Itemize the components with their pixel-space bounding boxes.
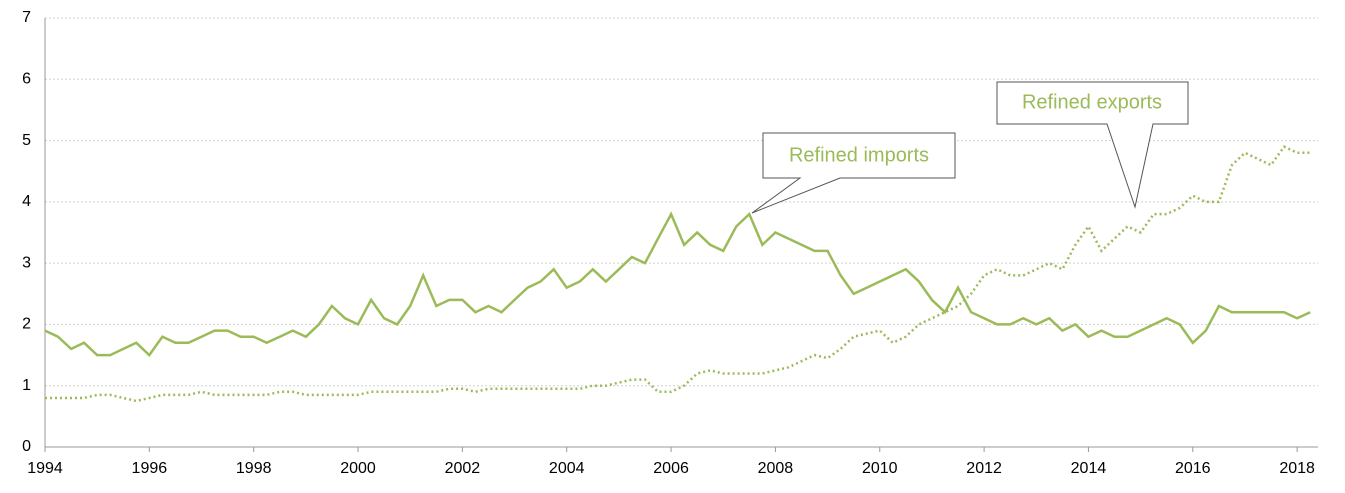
x-tick-label: 2016 <box>1175 460 1211 477</box>
line-series <box>45 145 1311 403</box>
y-tick-label: 5 <box>22 132 31 149</box>
x-tick-label: 1994 <box>27 460 63 477</box>
y-tick-label: 7 <box>22 9 31 26</box>
y-tick-label: 1 <box>22 377 31 394</box>
x-tick-label: 1998 <box>236 460 272 477</box>
callout-exports: Refined exports <box>996 81 1189 209</box>
y-tick-label: 6 <box>22 71 31 88</box>
x-tick-label: 2008 <box>758 460 794 477</box>
callout-box <box>751 132 956 214</box>
x-tick-label: 2002 <box>445 460 481 477</box>
x-tick-label: 2012 <box>966 460 1002 477</box>
callout-imports: Refined imports <box>751 132 956 214</box>
line-series <box>44 211 1311 357</box>
x-tick-label: 1996 <box>132 460 168 477</box>
callout-box <box>996 81 1189 209</box>
y-tick-label: 4 <box>22 193 31 210</box>
y-tick-label: 2 <box>22 316 31 333</box>
y-tick-label: 3 <box>22 254 31 271</box>
y-tick-label: 0 <box>22 438 31 455</box>
x-tick-label: 2004 <box>549 460 585 477</box>
x-tick-label: 2018 <box>1279 460 1315 477</box>
x-tick-label: 2010 <box>862 460 898 477</box>
x-tick-label: 2006 <box>653 460 689 477</box>
x-tick-label: 2014 <box>1071 460 1107 477</box>
callout-text: Refined exports <box>1022 91 1162 113</box>
callout-text: Refined imports <box>789 144 929 166</box>
x-tick-label: 2000 <box>340 460 376 477</box>
